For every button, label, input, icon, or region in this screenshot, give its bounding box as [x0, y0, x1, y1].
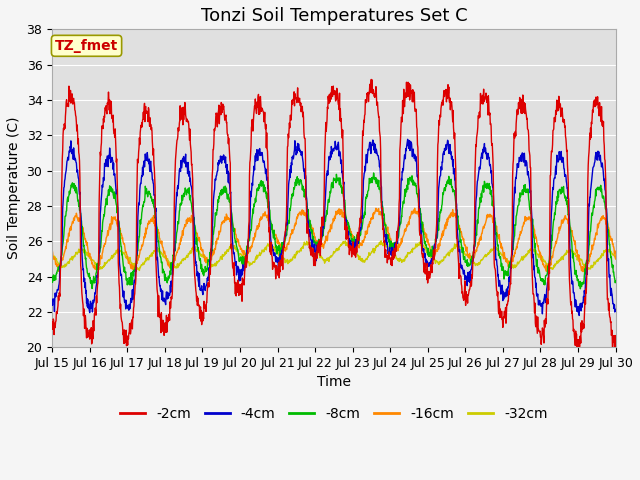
- Text: TZ_fmet: TZ_fmet: [55, 39, 118, 53]
- Title: Tonzi Soil Temperatures Set C: Tonzi Soil Temperatures Set C: [200, 7, 467, 25]
- X-axis label: Time: Time: [317, 375, 351, 389]
- Y-axis label: Soil Temperature (C): Soil Temperature (C): [7, 117, 21, 260]
- Legend: -2cm, -4cm, -8cm, -16cm, -32cm: -2cm, -4cm, -8cm, -16cm, -32cm: [115, 402, 554, 427]
